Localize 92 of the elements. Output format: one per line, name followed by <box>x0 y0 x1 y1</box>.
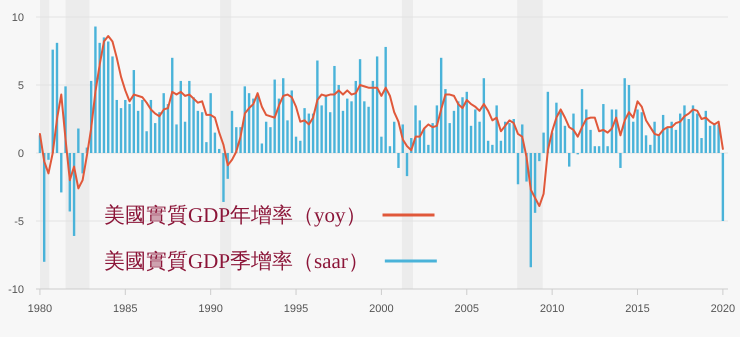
bar <box>457 101 460 153</box>
bar <box>333 66 336 153</box>
bar <box>530 153 532 268</box>
bar <box>248 93 250 153</box>
bar <box>704 110 708 153</box>
bar <box>354 80 357 153</box>
bar <box>116 100 118 153</box>
bar <box>60 153 62 192</box>
bar <box>338 85 340 153</box>
bar <box>358 59 362 153</box>
bar <box>393 122 396 153</box>
bar <box>640 112 643 153</box>
bar <box>132 70 136 153</box>
bar <box>486 140 490 153</box>
bar <box>52 50 54 153</box>
bar <box>158 112 161 153</box>
bar <box>273 80 276 153</box>
legend-label: 美國實質GDP季增率（saar） <box>104 249 369 273</box>
bar <box>448 123 451 153</box>
legend-label: 美國實質GDP年增率（yoy） <box>104 203 367 227</box>
bar <box>324 96 328 153</box>
bar <box>559 112 562 153</box>
bar <box>534 153 536 213</box>
bar <box>200 112 204 153</box>
bar <box>150 100 152 153</box>
x-tick-label: 2005 <box>454 303 480 315</box>
bar <box>376 56 378 153</box>
bar <box>610 109 614 153</box>
y-tick-label: 0 <box>18 148 24 160</box>
bar <box>482 78 486 153</box>
y-tick-label: 5 <box>18 80 24 92</box>
bar <box>192 97 195 153</box>
bar <box>495 105 498 153</box>
bar <box>708 126 712 153</box>
bar <box>466 92 468 153</box>
bar <box>282 78 284 153</box>
bar <box>713 124 716 153</box>
bar <box>436 105 438 153</box>
bar <box>722 153 724 221</box>
bar <box>440 58 442 153</box>
bar <box>256 96 259 153</box>
bar <box>632 122 634 153</box>
bar <box>107 41 110 153</box>
bar <box>589 130 592 153</box>
bar <box>624 78 626 153</box>
bar <box>264 122 268 153</box>
bar <box>696 114 698 153</box>
bar <box>619 153 622 168</box>
y-tick-label: -10 <box>8 284 24 296</box>
bar <box>141 100 144 153</box>
x-tick-label: 1990 <box>198 303 223 315</box>
bar <box>303 108 306 153</box>
y-tick-label: 10 <box>12 12 24 24</box>
bar <box>72 153 76 236</box>
bar <box>678 114 682 153</box>
bar <box>504 122 506 153</box>
bar <box>422 128 426 153</box>
bar <box>649 144 652 153</box>
bar <box>602 104 605 153</box>
bar <box>491 144 494 153</box>
y-tick-label: -5 <box>14 216 24 228</box>
x-tick-label: 2020 <box>710 303 736 315</box>
bar <box>290 90 293 153</box>
bar <box>384 46 387 153</box>
bar <box>418 120 422 153</box>
bar <box>688 119 690 153</box>
bar <box>662 114 664 153</box>
x-tick-label: 1995 <box>284 303 308 315</box>
x-tick-label: 1985 <box>113 303 138 315</box>
x-tick-label: 2015 <box>625 303 650 315</box>
bar <box>81 153 84 174</box>
x-tick-label: 2000 <box>369 303 394 315</box>
bar <box>77 128 80 153</box>
bar <box>474 109 477 153</box>
bar <box>585 109 588 153</box>
bar <box>346 98 348 153</box>
bar <box>670 122 673 153</box>
bar <box>316 60 319 153</box>
bar <box>171 58 174 153</box>
bar <box>568 153 570 167</box>
bar <box>372 80 374 153</box>
bar <box>42 153 46 262</box>
x-tick-label: 1980 <box>28 303 52 315</box>
x-tick-label: 2010 <box>540 303 564 315</box>
bar <box>188 80 191 153</box>
bar <box>124 100 126 153</box>
bar <box>653 122 656 153</box>
bar <box>180 80 182 153</box>
bar <box>218 148 220 153</box>
bar <box>299 140 302 153</box>
bar <box>162 93 165 153</box>
bar <box>209 93 212 153</box>
